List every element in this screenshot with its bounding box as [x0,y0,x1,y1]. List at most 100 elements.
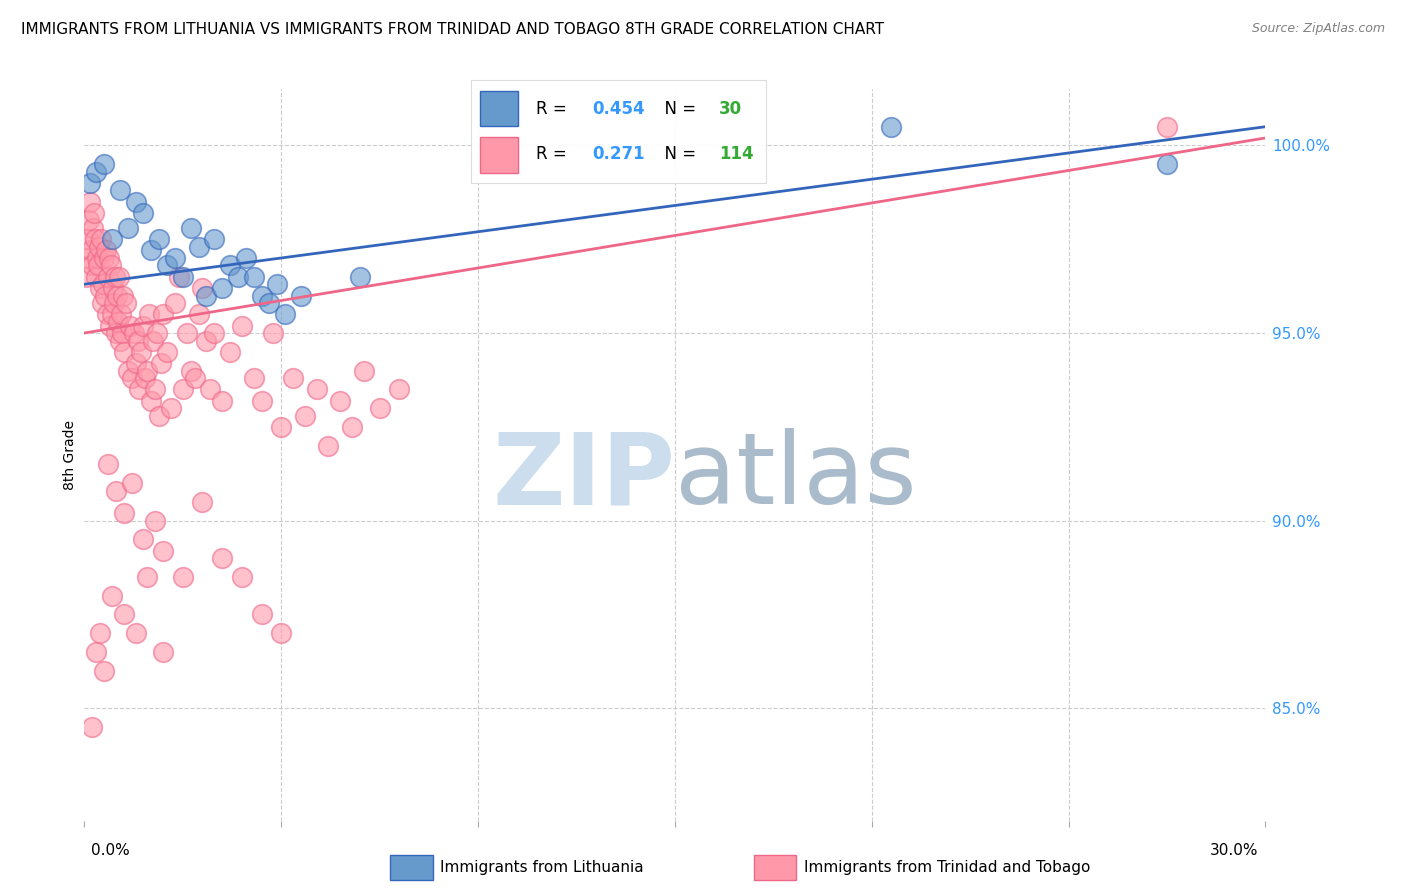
Point [89,281,111,295]
Point [160,401,183,415]
Point [136,363,159,377]
Point [93,251,115,265]
Point [80,244,103,258]
Point [101,307,124,321]
Point [231,570,253,584]
Point [290,288,312,302]
Point [148,232,170,246]
Point [101,281,124,295]
Point [180,221,202,235]
Point [124,356,146,370]
Point [146,326,169,340]
Y-axis label: 8th Grade: 8th Grade [63,420,77,490]
Point [141,244,163,258]
Text: IMMIGRANTS FROM LITHUANIA VS IMMIGRANTS FROM TRINIDAD AND TOBAGO 8TH GRADE CORRE: IMMIGRANTS FROM LITHUANIA VS IMMIGRANTS … [21,22,884,37]
Text: ZIP: ZIP [492,428,675,525]
Point [100,259,122,273]
Point [112,607,135,622]
Point [89,240,111,254]
FancyBboxPatch shape [479,91,519,127]
Point [104,483,127,498]
Point [84,232,107,246]
Point [108,184,131,198]
Point [132,318,155,333]
Point [152,543,174,558]
Point [281,371,304,385]
Point [94,244,117,258]
Point [97,458,120,472]
Point [143,382,166,396]
Point [226,269,249,284]
Point [110,307,132,321]
Point [150,356,173,370]
Point [259,296,281,310]
Point [388,382,411,396]
Point [202,232,225,246]
Point [349,269,371,284]
Point [250,288,273,302]
Point [132,533,155,547]
Text: R =: R = [536,145,572,163]
Point [94,288,117,302]
Point [77,213,100,227]
Point [250,607,273,622]
Point [219,259,242,273]
Point [108,269,131,284]
Point [329,393,352,408]
Point [176,326,198,340]
Point [82,259,104,273]
Point [195,288,218,302]
Point [187,307,209,321]
Text: Immigrants from Lithuania: Immigrants from Lithuania [440,860,644,875]
Point [1156,120,1178,134]
Point [90,232,112,246]
Point [191,281,214,295]
Text: 114: 114 [718,145,754,163]
Point [266,277,288,292]
Point [143,514,166,528]
Text: N =: N = [654,100,702,118]
Point [274,307,297,321]
Text: 30: 30 [718,100,742,118]
Point [111,288,134,302]
Text: 30.0%: 30.0% [1211,843,1258,858]
Point [183,371,205,385]
Point [111,326,134,340]
Point [187,240,209,254]
Point [163,251,186,265]
Point [103,296,125,310]
Point [211,281,233,295]
Point [97,251,120,265]
Point [84,269,107,284]
Text: 0.454: 0.454 [592,100,645,118]
Text: R =: R = [536,100,572,118]
Point [104,269,127,284]
Point [231,318,253,333]
Point [112,344,135,359]
Point [93,664,115,678]
Point [152,307,174,321]
Point [880,120,903,134]
Point [235,251,257,265]
Point [118,318,141,333]
FancyBboxPatch shape [754,855,796,880]
Point [353,363,375,377]
Point [195,334,218,348]
Text: 0.0%: 0.0% [91,843,131,858]
Point [262,326,284,340]
Point [121,476,143,491]
Point [340,419,363,434]
Point [138,307,160,321]
Point [91,296,114,310]
Point [86,251,108,265]
Point [98,318,121,333]
Text: atlas: atlas [675,428,917,525]
Point [117,363,139,377]
Point [91,277,114,292]
Point [180,363,202,377]
Point [172,570,194,584]
Point [136,570,159,584]
Point [97,269,120,284]
Point [152,645,174,659]
FancyBboxPatch shape [391,855,433,880]
